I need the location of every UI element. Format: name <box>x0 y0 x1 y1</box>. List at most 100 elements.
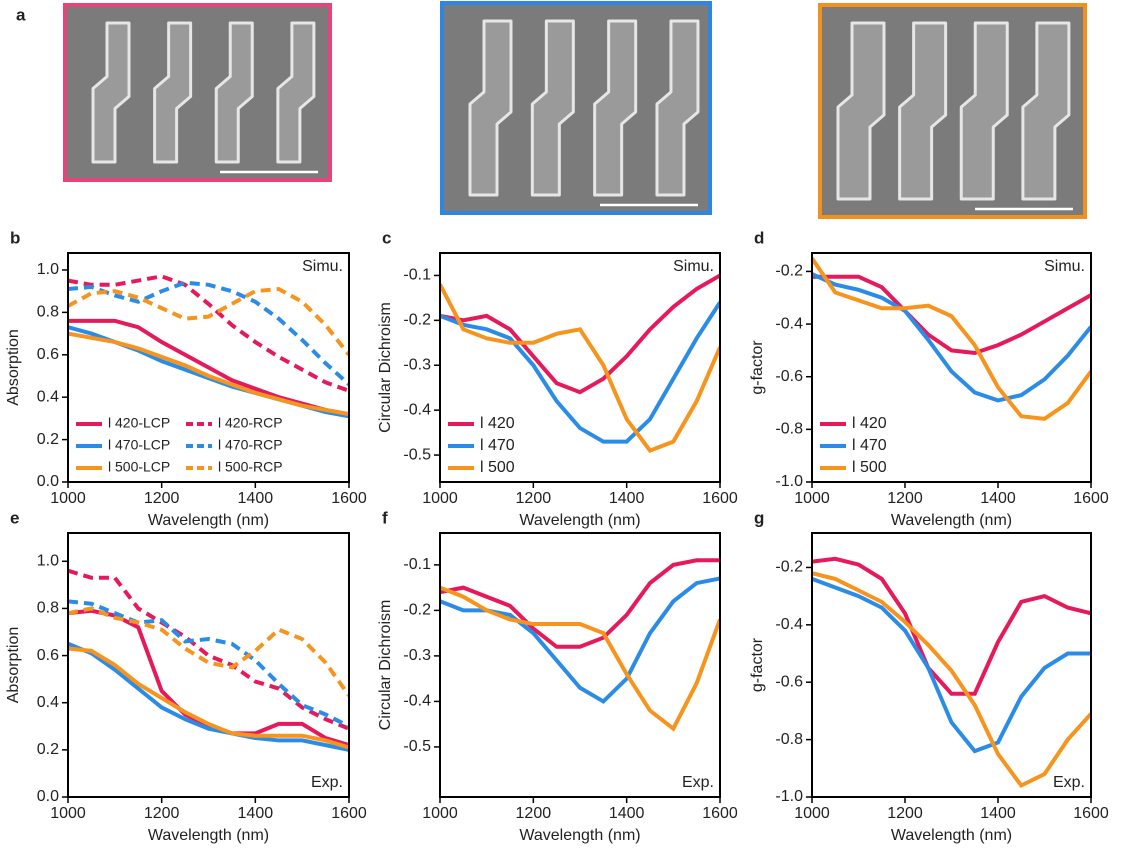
y-tick-label: -0.3 <box>403 356 431 373</box>
nanostructure <box>959 21 1009 201</box>
x-tick-label: 1600 <box>702 490 738 507</box>
panel-label: d <box>754 228 764 247</box>
data-line <box>68 318 349 417</box>
y-tick-label: 0.2 <box>37 431 59 448</box>
x-axis-label: Wavelength (nm) <box>519 512 640 529</box>
y-tick-label: 0.0 <box>37 788 59 805</box>
data-line <box>68 280 349 386</box>
panel-label: e <box>10 508 19 527</box>
y-tick-label: -0.6 <box>775 368 803 385</box>
y-tick-label: 0.8 <box>37 304 59 321</box>
x-tick-label: 1600 <box>331 490 367 507</box>
y-tick-label: -0.3 <box>403 647 431 664</box>
x-tick-label: 1600 <box>702 805 738 822</box>
legend-label: l 470-LCP <box>108 437 170 453</box>
data-line <box>68 641 349 752</box>
y-tick-label: -0.1 <box>403 556 431 573</box>
nanostructure <box>91 21 131 164</box>
legend-label: l 470-RCP <box>218 437 283 453</box>
nanostructure <box>214 21 254 164</box>
data-line <box>68 606 349 697</box>
data-line <box>68 331 349 417</box>
chart-panel: f 1000 1200 1400 1600 -0.1 -0.2 -0.3 -0.4 -0.5 Wav… <box>377 508 738 844</box>
annotation: Simu. <box>302 258 343 275</box>
legend-label: l 500-LCP <box>108 459 170 475</box>
data-line <box>68 608 349 748</box>
y-tick-label: 0.2 <box>37 741 59 758</box>
data-line <box>440 558 720 649</box>
y-tick-label: -0.6 <box>775 673 803 690</box>
legend-label: l 420-LCP <box>108 415 170 431</box>
data-line <box>68 568 349 731</box>
data-line <box>440 283 720 453</box>
data-line <box>440 301 720 444</box>
y-tick-label: 0.8 <box>37 600 59 617</box>
y-tick-label: 0.0 <box>37 473 59 490</box>
y-tick-label: -0.4 <box>775 616 803 633</box>
x-tick-label: 1200 <box>516 805 552 822</box>
x-tick-label: 1400 <box>980 805 1016 822</box>
nanostructure <box>530 19 575 197</box>
y-tick-label: -0.1 <box>403 267 431 284</box>
data-line <box>812 274 1091 356</box>
data-line <box>68 274 349 393</box>
y-tick-label: -1.0 <box>775 473 803 490</box>
data-line <box>812 257 1091 421</box>
y-tick-label: 0.4 <box>37 388 59 405</box>
nanostructure <box>276 21 316 164</box>
data-line <box>812 556 1091 696</box>
y-axis-label: Circular Dichroism <box>377 600 394 731</box>
y-tick-label: 0.6 <box>37 346 59 363</box>
plot-frame <box>439 532 721 798</box>
legend-label: l 470 <box>852 437 887 454</box>
data-line <box>440 585 720 732</box>
nanostructure <box>1021 21 1071 201</box>
y-tick-label: -0.2 <box>403 602 431 619</box>
x-axis-label: Wavelength (nm) <box>891 512 1012 529</box>
x-tick-label: 1400 <box>609 490 645 507</box>
y-tick-label: -1.0 <box>775 788 803 805</box>
plot-frame <box>811 532 1092 798</box>
x-tick-label: 1200 <box>516 490 552 507</box>
y-tick-label: 1.0 <box>37 553 59 570</box>
nanostructure <box>898 21 948 201</box>
x-tick-label: 1000 <box>422 805 458 822</box>
plot-frame <box>67 252 350 483</box>
x-tick-label: 1000 <box>794 490 830 507</box>
y-tick-label: -0.2 <box>775 263 803 280</box>
panel-label: g <box>754 508 764 527</box>
data-line <box>812 272 1091 403</box>
y-axis-label: Circular Dichroism <box>377 302 394 433</box>
y-tick-label: -0.2 <box>403 312 431 329</box>
x-tick-label: 1200 <box>144 490 180 507</box>
legend-label: l 470 <box>480 437 515 454</box>
panel-label: a <box>16 5 26 24</box>
y-axis-label: g-factor <box>749 340 766 395</box>
annotation: Simu. <box>1044 258 1085 275</box>
y-tick-label: -0.4 <box>403 693 431 710</box>
data-line <box>812 577 1091 754</box>
y-tick-label: -0.4 <box>775 315 803 332</box>
y-axis-label: Absorption <box>5 329 22 406</box>
y-tick-label: 0.6 <box>37 647 59 664</box>
panel-label: c <box>382 228 391 247</box>
y-tick-label: -0.8 <box>775 421 803 438</box>
y-axis-label: Absorption <box>5 627 22 704</box>
data-line <box>440 273 720 395</box>
x-tick-label: 1200 <box>887 490 923 507</box>
panel-label: f <box>382 508 388 527</box>
y-tick-label: 1.0 <box>37 261 59 278</box>
chart-panel: c 1000 1200 1400 1600 -0.1 -0.2 -0.3 -0.4 -0.5 Wav… <box>377 228 738 529</box>
y-tick-label: -0.5 <box>403 446 431 463</box>
y-tick-label: -0.2 <box>775 559 803 576</box>
legend-label: l 500 <box>852 459 887 476</box>
legend-label: l 500-RCP <box>218 459 283 475</box>
y-tick-label: -0.5 <box>403 738 431 755</box>
annotation: Exp. <box>682 774 714 791</box>
annotation: Exp. <box>1053 774 1085 791</box>
legend-label: l 420-RCP <box>218 415 283 431</box>
chart-panel: g 1000 1200 1400 1600 -0.2 -0.4 -0.6 -0.8 -1.0 Wav… <box>749 508 1109 844</box>
x-axis-label: Wavelength (nm) <box>519 827 640 844</box>
annotation: Simu. <box>673 258 714 275</box>
panel-label: b <box>10 228 20 247</box>
